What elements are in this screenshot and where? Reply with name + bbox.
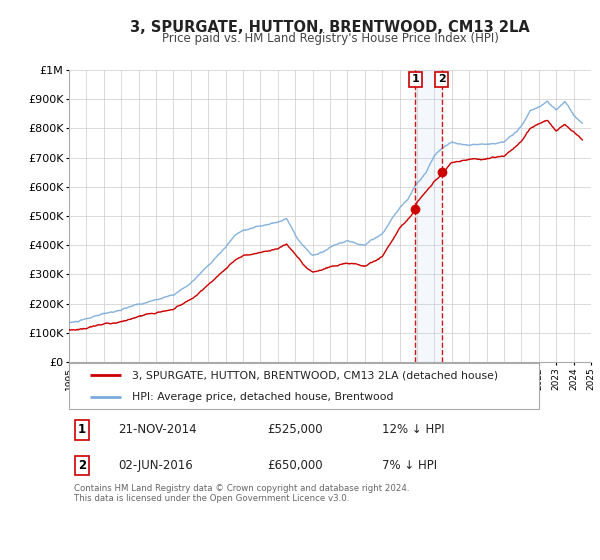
Text: 3, SPURGATE, HUTTON, BRENTWOOD, CM13 2LA: 3, SPURGATE, HUTTON, BRENTWOOD, CM13 2LA (130, 20, 530, 35)
Text: £650,000: £650,000 (268, 459, 323, 472)
Bar (415, 70, 442, 362)
Text: 21-NOV-2014: 21-NOV-2014 (119, 423, 197, 436)
Text: 3, SPURGATE, HUTTON, BRENTWOOD, CM13 2LA (detached house): 3, SPURGATE, HUTTON, BRENTWOOD, CM13 2LA… (131, 370, 498, 380)
Text: HPI: Average price, detached house, Brentwood: HPI: Average price, detached house, Bren… (131, 393, 393, 403)
Text: 1: 1 (412, 74, 419, 85)
FancyBboxPatch shape (69, 363, 539, 409)
Text: 2: 2 (438, 74, 446, 85)
Text: Price paid vs. HM Land Registry's House Price Index (HPI): Price paid vs. HM Land Registry's House … (161, 32, 499, 45)
Text: 12% ↓ HPI: 12% ↓ HPI (382, 423, 445, 436)
Text: 2: 2 (78, 459, 86, 472)
Text: 7% ↓ HPI: 7% ↓ HPI (382, 459, 437, 472)
Text: 1: 1 (78, 423, 86, 436)
Text: Contains HM Land Registry data © Crown copyright and database right 2024.
This d: Contains HM Land Registry data © Crown c… (74, 484, 410, 503)
Text: 02-JUN-2016: 02-JUN-2016 (119, 459, 193, 472)
Text: £525,000: £525,000 (268, 423, 323, 436)
